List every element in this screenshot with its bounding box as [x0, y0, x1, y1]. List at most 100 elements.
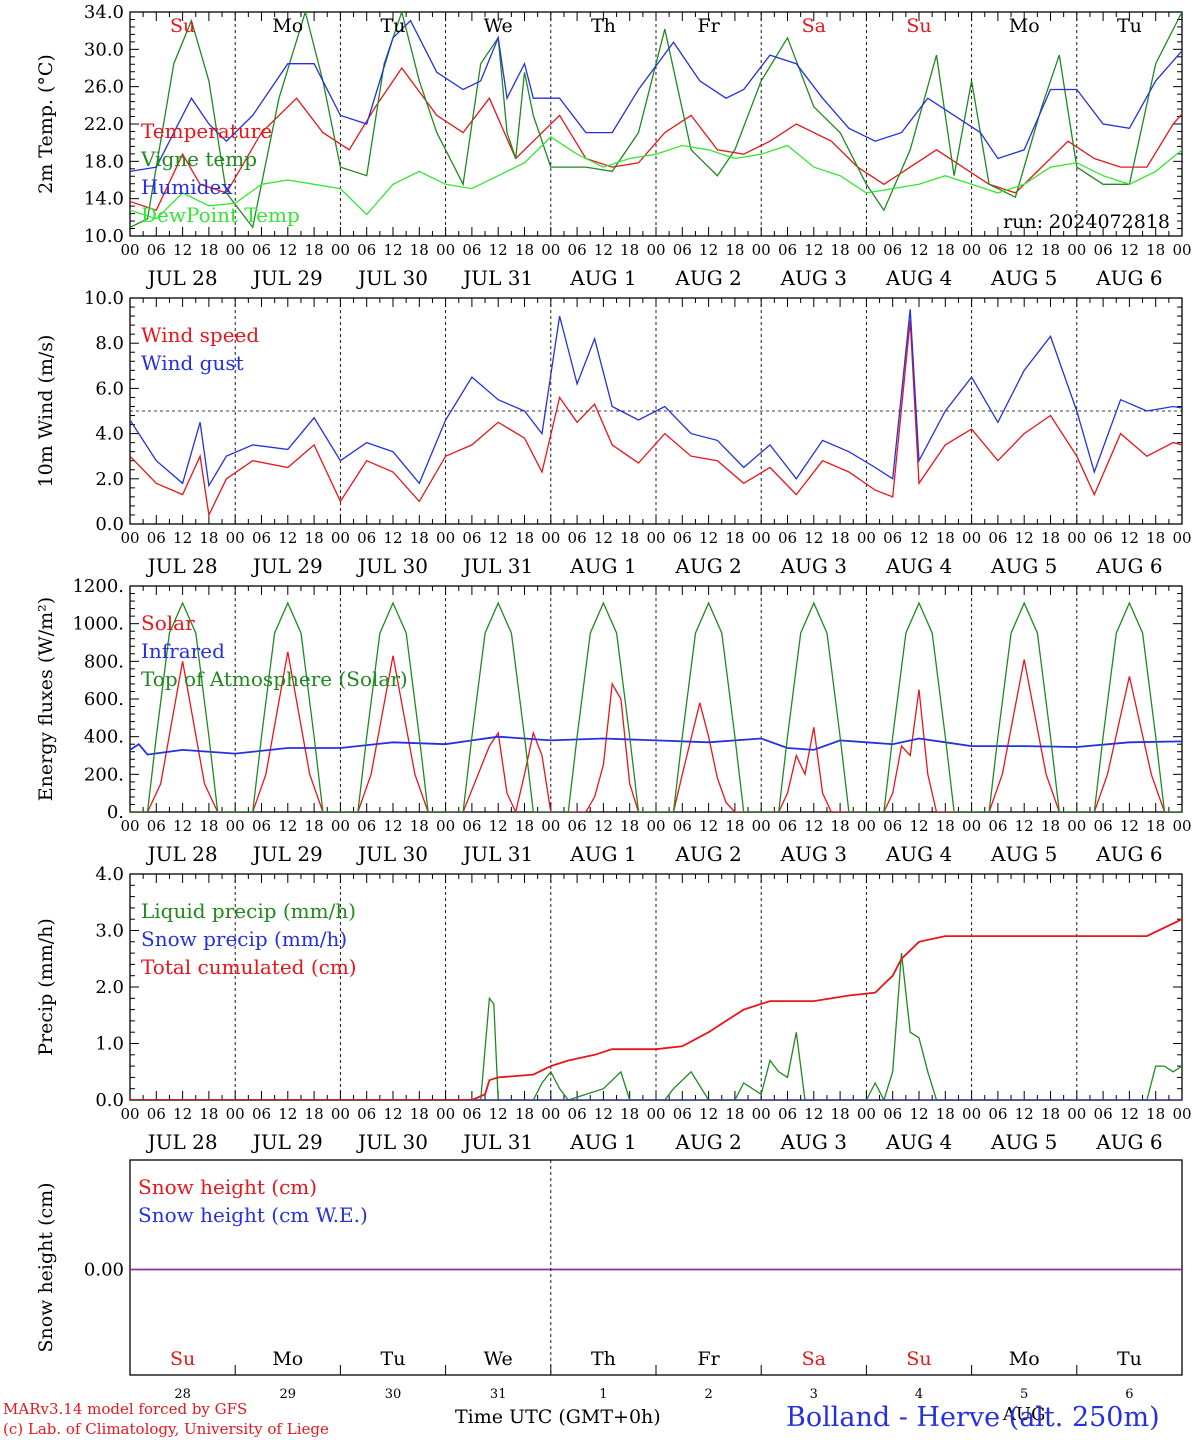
- date-label: JUL 30: [356, 266, 428, 290]
- x-tick-label: 06: [568, 817, 587, 835]
- x-tick-label: 12: [173, 241, 192, 259]
- x-tick-label: 00: [857, 241, 876, 259]
- y-tick-label: 34.0: [84, 2, 124, 23]
- date-label: AUG 5: [990, 1130, 1057, 1154]
- x-tick-label: 06: [357, 1105, 376, 1123]
- x-tick-label: 18: [1041, 817, 1060, 835]
- day-label-bottom: Tu: [1117, 1348, 1142, 1370]
- x-tick-label: 06: [883, 817, 902, 835]
- date-label: AUG 1: [569, 1130, 636, 1154]
- x-tick-label: 12: [699, 1105, 718, 1123]
- x-tick-label: 12: [383, 1105, 402, 1123]
- x-tick-label: 18: [725, 241, 744, 259]
- x-tick-label: 12: [173, 1105, 192, 1123]
- date-label: AUG 1: [569, 266, 636, 290]
- date-label: AUG 6: [1095, 266, 1162, 290]
- x-tick-label: 06: [252, 817, 271, 835]
- x-tick-label: 18: [410, 241, 429, 259]
- x-tick-label: 18: [620, 1105, 639, 1123]
- series-wind-gust: [130, 309, 1182, 488]
- date-label: JUL 29: [251, 554, 323, 578]
- y-tick-label: 2.0: [95, 977, 124, 998]
- x-tick-label: 12: [909, 1105, 928, 1123]
- x-tick-label: 18: [936, 529, 955, 547]
- y-tick-label: 0.0: [95, 514, 124, 535]
- x-tick-label: 06: [357, 529, 376, 547]
- x-tick-label: 06: [988, 1105, 1007, 1123]
- x-tick-label: 00: [436, 1105, 455, 1123]
- x-tick-label: 18: [1041, 529, 1060, 547]
- x-tick-label: 06: [568, 1105, 587, 1123]
- day-label-top: Mo: [1009, 15, 1040, 37]
- x-tick-label: 00: [331, 1105, 350, 1123]
- y-tick-label: 400.: [84, 727, 124, 748]
- day-label-top: Sa: [802, 15, 826, 37]
- x-tick-label: 00: [1172, 1105, 1191, 1123]
- x-tick-label: 06: [988, 241, 1007, 259]
- x-tick-label: 00: [752, 241, 771, 259]
- x-tick-label: 12: [278, 817, 297, 835]
- series-liquid-precip-mm-h-: [130, 953, 1182, 1100]
- x-tick-label: 00: [962, 241, 981, 259]
- x-tick-label: 18: [1146, 1105, 1165, 1123]
- x-tick-label: 06: [778, 1105, 797, 1123]
- legend-entry: Infrared: [141, 639, 225, 663]
- x-tick-label: 12: [1120, 529, 1139, 547]
- y-tick-label: 18.0: [84, 151, 124, 172]
- date-label: AUG 3: [780, 266, 847, 290]
- day-label-top: Th: [591, 15, 616, 37]
- x-tick-label: 06: [1094, 1105, 1113, 1123]
- legend-entry: Vigne temp: [140, 147, 257, 171]
- x-tick-label: 18: [620, 241, 639, 259]
- x-tick-label: 00: [226, 1105, 245, 1123]
- x-tick-label: 18: [305, 817, 324, 835]
- x-tick-label: 00: [1172, 241, 1191, 259]
- day-label-bottom: Su: [170, 1348, 195, 1370]
- footer-model-credit: MARv3.14 model forced by GFS: [3, 1400, 248, 1418]
- day-label-top: Fr: [697, 15, 720, 37]
- series-top-of-atmosphere-solar-: [130, 601, 1182, 812]
- x-tick-label: 06: [778, 241, 797, 259]
- x-tick-label: 12: [173, 529, 192, 547]
- x-tick-label: 12: [173, 817, 192, 835]
- legend-entry: Solar: [141, 611, 195, 635]
- y-tick-label: 600.: [84, 689, 124, 710]
- day-label-bottom: Tu: [381, 1348, 406, 1370]
- day-label-top: Tu: [381, 15, 406, 37]
- date-label: AUG 5: [990, 842, 1057, 866]
- date-label: AUG 5: [990, 554, 1057, 578]
- date-label: JUL 28: [146, 842, 218, 866]
- x-tick-label: 00: [226, 241, 245, 259]
- x-tick-label: 18: [410, 1105, 429, 1123]
- legend-entry: Snow precip (mm/h): [141, 927, 347, 951]
- x-tick-label: 18: [936, 1105, 955, 1123]
- x-tick-label: 12: [1015, 817, 1034, 835]
- date-label: AUG 4: [885, 266, 952, 290]
- footer-lab-credit: (c) Lab. of Climatology, University of L…: [3, 1420, 329, 1438]
- x-tick-label: 18: [305, 241, 324, 259]
- x-tick-label: 18: [199, 1105, 218, 1123]
- date-label: AUG 3: [780, 1130, 847, 1154]
- series-wind-speed: [130, 320, 1182, 518]
- x-tick-label: 00: [331, 817, 350, 835]
- x-tick-label: 06: [1094, 529, 1113, 547]
- x-tick-label: 18: [831, 817, 850, 835]
- date-label: JUL 30: [356, 842, 428, 866]
- date-label: AUG 1: [569, 554, 636, 578]
- x-tick-label: 00: [752, 1105, 771, 1123]
- day-number: 31: [490, 1387, 507, 1402]
- legend-entry: Wind gust: [141, 351, 244, 375]
- day-label-top: Mo: [272, 15, 303, 37]
- y-tick-label: 2.0: [95, 469, 124, 490]
- x-tick-label: 00: [962, 529, 981, 547]
- x-tick-label: 06: [147, 817, 166, 835]
- date-label: JUL 30: [356, 554, 428, 578]
- day-number: 1: [599, 1387, 607, 1402]
- x-tick-label: 06: [1094, 241, 1113, 259]
- x-tick-label: 06: [673, 529, 692, 547]
- y-tick-label: 30.0: [84, 39, 124, 60]
- x-tick-label: 00: [226, 817, 245, 835]
- x-tick-label: 00: [962, 1105, 981, 1123]
- x-tick-label: 06: [252, 529, 271, 547]
- x-tick-label: 00: [646, 817, 665, 835]
